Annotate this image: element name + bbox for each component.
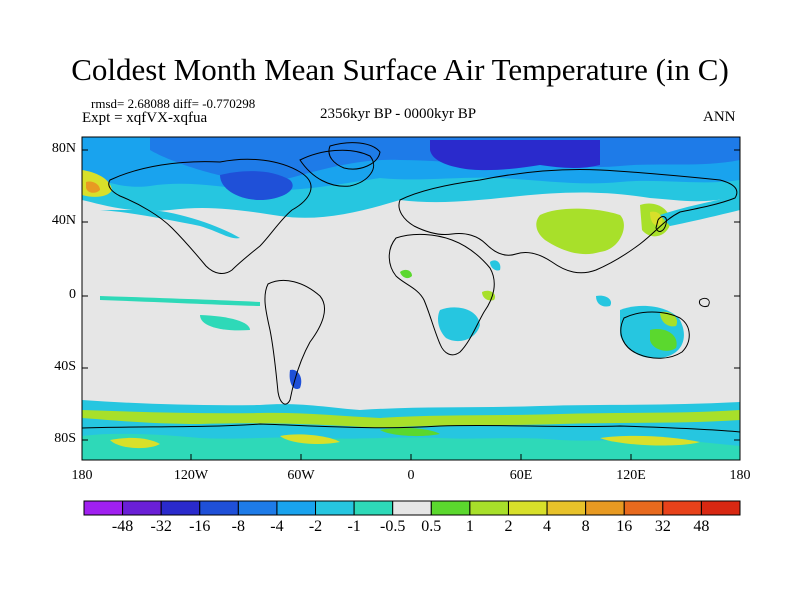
colorbar-label: 0.5	[421, 518, 442, 535]
colorbar-label: 1	[465, 518, 474, 535]
colorbar-swatch	[353, 500, 394, 516]
season-label: ANN	[703, 109, 736, 125]
lat-label: 0	[69, 287, 76, 302]
colorbar-label: -2	[308, 518, 323, 535]
colorbar-swatch	[546, 500, 587, 516]
axis-ticks	[81, 149, 741, 460]
colorbar-swatch	[430, 500, 471, 516]
colorbar-swatch	[662, 500, 702, 516]
colorbar-label: 4	[543, 518, 552, 535]
lon-label: 120W	[173, 468, 209, 483]
coastlines	[82, 142, 740, 433]
colorbar-label: -32	[150, 518, 172, 535]
lon-label: 180	[729, 468, 751, 483]
colorbar-swatch	[122, 500, 162, 516]
colorbar-label: -8	[231, 518, 245, 535]
colorbar-label: 8	[581, 518, 590, 535]
lat-label: 40N	[51, 213, 76, 228]
colorbar-label: -4	[270, 518, 284, 535]
colorbar-swatch	[315, 500, 355, 516]
colorbar-swatch	[392, 500, 432, 516]
colorbar-swatch	[700, 500, 741, 516]
lon-label: 0	[407, 468, 415, 483]
lon-label: 60E	[509, 468, 533, 483]
colorbar-label: 48	[693, 518, 710, 535]
stats-text: rmsd= 2.68088 diff= -0.770298	[91, 96, 256, 111]
colorbar-label: -1	[347, 518, 361, 535]
lat-label: 40S	[54, 359, 76, 374]
colorbar-label: 32	[654, 518, 671, 535]
lat-label: 80N	[51, 141, 76, 156]
lat-label: 80S	[54, 431, 76, 446]
colorbar-label: 2	[504, 518, 513, 535]
colorbar-swatch	[623, 500, 664, 516]
lon-label: 120E	[616, 468, 646, 483]
colorbar-swatch	[276, 500, 317, 516]
colorbar-swatch	[507, 500, 548, 516]
colorbar-swatch	[469, 500, 509, 516]
colorbar	[83, 500, 741, 516]
colorbar-label: 16	[616, 518, 633, 535]
map-title: Coldest Month Mean Surface Air Temperatu…	[71, 52, 729, 87]
period-label: 2356kyr BP - 0000kyr BP	[320, 106, 477, 122]
colorbar-swatch	[237, 500, 278, 516]
colorbar-label: -48	[111, 518, 134, 535]
colorbar-swatch	[160, 500, 201, 516]
lon-label: 60W	[287, 468, 315, 483]
experiment-label: Expt = xqfVX-xqfua	[82, 110, 208, 126]
temperature-field	[82, 137, 740, 460]
colorbar-label: -16	[189, 518, 211, 535]
colorbar-label: -0.5	[380, 518, 406, 535]
colorbar-swatch	[585, 500, 625, 516]
colorbar-swatch	[83, 500, 124, 516]
lon-label: 180	[71, 468, 93, 483]
colorbar-swatch	[199, 500, 239, 516]
